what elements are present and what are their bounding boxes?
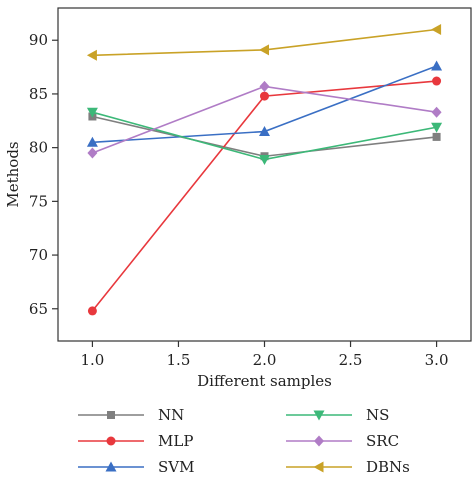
legend-item-src: SRC — [286, 432, 399, 450]
y-tick-label: 80 — [29, 139, 48, 157]
y-tick-label: 65 — [29, 300, 48, 318]
legend-marker-dbns — [313, 461, 324, 473]
data-point-dbns — [431, 23, 442, 35]
x-tick-label: 1.0 — [80, 351, 104, 369]
legend-label-nn: NN — [158, 406, 184, 424]
y-axis-title: Methods — [4, 141, 22, 207]
x-axis-title: Different samples — [197, 372, 332, 390]
legend-item-ns: NS — [286, 406, 389, 424]
data-point-mlp — [87, 306, 97, 316]
legend-marker-nn — [107, 411, 115, 419]
y-tick-label: 90 — [29, 31, 48, 49]
series-line-mlp — [91, 80, 437, 312]
plot-area-frame — [57, 7, 472, 342]
data-point-src — [431, 106, 442, 118]
data-point-dbns — [259, 44, 269, 56]
y-tick-label: 70 — [29, 246, 48, 264]
legend-item-mlp: MLP — [78, 432, 193, 450]
series-dbns — [86, 23, 442, 61]
legend-label-mlp: MLP — [158, 432, 193, 450]
data-point-src — [259, 80, 270, 92]
x-tick-label: 2.5 — [339, 351, 363, 369]
data-point-ns — [431, 122, 443, 133]
legend-item-dbns: DBNs — [286, 458, 410, 476]
series-svm — [86, 60, 443, 147]
legend-label-ns: NS — [366, 406, 389, 424]
legend-marker-src — [314, 435, 324, 447]
legend-item-svm: SVM — [78, 458, 194, 476]
data-point-nn — [432, 132, 441, 141]
y-tick-label: 85 — [29, 85, 48, 103]
data-point-mlp — [260, 91, 269, 101]
legend-marker-ns — [313, 410, 325, 421]
legend-label-src: SRC — [366, 432, 399, 450]
series-src — [87, 80, 442, 159]
legend-label-dbns: DBNs — [366, 458, 410, 476]
series-ns — [86, 107, 443, 165]
legend-label-svm: SVM — [158, 458, 194, 476]
series-mlp — [87, 76, 442, 316]
legend-marker-svm — [105, 461, 117, 472]
data-point-svm — [259, 126, 270, 137]
data-point-svm — [86, 136, 98, 147]
data-point-ns — [259, 154, 270, 165]
y-tick-label: 75 — [29, 192, 48, 210]
data-point-svm — [431, 60, 443, 71]
legend-marker-mlp — [106, 436, 116, 446]
x-tick-label: 3.0 — [425, 351, 449, 369]
data-point-src — [87, 147, 98, 159]
x-tick-label: 1.5 — [167, 351, 191, 369]
data-point-mlp — [432, 76, 442, 86]
legend-item-nn: NN — [78, 406, 184, 424]
data-point-dbns — [86, 49, 97, 61]
data-point-ns — [86, 107, 98, 118]
x-tick-label: 2.0 — [253, 351, 277, 369]
